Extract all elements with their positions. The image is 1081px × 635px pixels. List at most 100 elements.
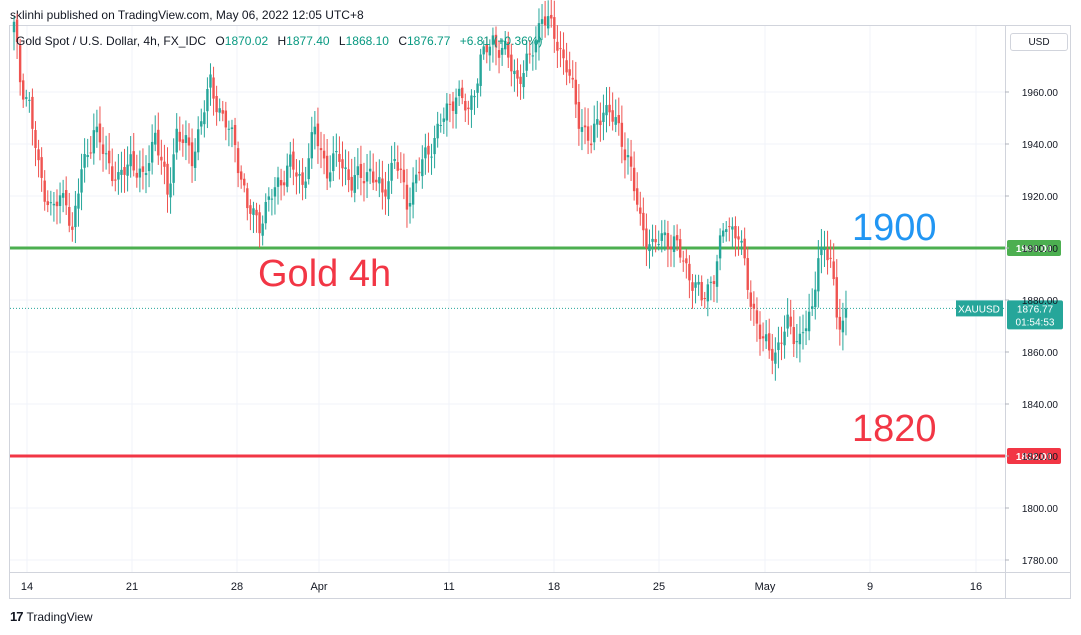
price-tick-label: 1860.00: [1022, 348, 1059, 359]
candle-body: [393, 159, 396, 161]
candle-body: [519, 76, 522, 85]
price-tag-bg: [1007, 300, 1063, 330]
time-tick-label: 28: [231, 581, 243, 593]
candle-body: [286, 165, 289, 187]
candle-body: [147, 163, 151, 172]
candle-body: [672, 236, 676, 253]
candle-body: [169, 183, 172, 198]
candle-body: [273, 187, 277, 197]
candle-body: [28, 99, 31, 101]
candle-body: [154, 132, 157, 145]
candle-body: [98, 123, 102, 143]
candle-body: [193, 151, 197, 168]
candle-body: [424, 147, 427, 159]
candle-body: [507, 42, 510, 58]
candle-body: [783, 331, 786, 346]
candle-body: [553, 17, 556, 39]
time-tick-label: 9: [867, 581, 873, 593]
price-tick-label: 1920.00: [1022, 192, 1059, 203]
candle-body: [436, 123, 439, 139]
candle-body: [301, 172, 304, 185]
candle-body: [80, 169, 83, 193]
candle-body: [356, 166, 360, 176]
candle-body: [608, 104, 611, 113]
candle-body: [86, 154, 89, 158]
candle-body: [771, 348, 774, 361]
candle-body: [565, 60, 568, 73]
candle-body: [712, 281, 716, 285]
candle-body: [111, 166, 114, 182]
candle-body: [525, 53, 528, 71]
candle-body: [645, 228, 648, 248]
candle-body: [768, 333, 771, 351]
candle-body: [55, 201, 59, 207]
candle-body: [365, 172, 369, 182]
candle-body: [540, 19, 544, 24]
candles: [12, 0, 848, 381]
candle-body: [448, 103, 452, 105]
candle-body: [261, 223, 264, 236]
time-tick-label: 21: [126, 581, 138, 593]
price-tick-label: 1800.00: [1022, 504, 1059, 515]
candle-body: [95, 126, 99, 133]
candle-body: [626, 155, 630, 158]
candle-body: [304, 181, 307, 188]
candle-body: [589, 143, 593, 146]
candle-body: [789, 316, 792, 327]
published-header: sklinhi published on TradingView.com, Ma…: [10, 8, 364, 22]
candle-body: [485, 44, 488, 53]
candle-body: [445, 103, 449, 121]
candle-body: [534, 40, 538, 53]
candle-body: [721, 230, 725, 237]
candle-body: [249, 205, 252, 214]
time-tick-label: 14: [21, 581, 33, 593]
candle-body: [255, 209, 258, 216]
candle-body: [761, 336, 765, 339]
candle-body: [675, 235, 679, 241]
candle-body: [362, 181, 366, 184]
candle-body: [359, 163, 363, 178]
price-tag-countdown: 01:54:53: [1016, 317, 1055, 328]
candle-body: [77, 193, 80, 209]
candle-body: [599, 120, 602, 126]
candle-body: [586, 126, 590, 141]
candle-body: [682, 260, 685, 262]
candle-body: [200, 121, 203, 127]
candle-body: [737, 236, 740, 240]
tradingview-logo-icon[interactable]: 17: [10, 609, 24, 624]
candle-body: [187, 137, 191, 146]
candle-body: [497, 50, 501, 58]
candle-body: [310, 132, 313, 159]
candle-body: [804, 328, 808, 332]
time-tick-label: 18: [548, 581, 560, 593]
candle-body: [276, 177, 280, 187]
close-value: 1876.77: [407, 34, 451, 48]
candle-body: [92, 130, 96, 154]
candle-body: [537, 23, 541, 43]
low-label: L: [338, 34, 346, 48]
candle-body: [298, 174, 301, 176]
candle-body: [427, 145, 430, 155]
high-value: 1877.40: [286, 34, 330, 48]
candle-body: [101, 144, 105, 154]
candle-body: [801, 332, 805, 334]
candle-body: [531, 55, 535, 57]
candle-body: [233, 124, 237, 146]
ohlc-legend: Gold Spot / U.S. Dollar, 4h, FX_IDC O187…: [16, 34, 542, 48]
time-tick-label: 25: [653, 581, 665, 593]
price-tick-label: 1900.00: [1022, 244, 1059, 255]
candle-body: [120, 169, 123, 175]
candle-body: [190, 142, 194, 167]
candle-body: [114, 179, 117, 181]
candle-body: [829, 257, 832, 259]
candle-body: [350, 176, 353, 191]
candle-body: [433, 138, 436, 155]
candle-body: [764, 334, 768, 342]
candle-body: [402, 169, 406, 183]
candle-body: [172, 154, 175, 183]
candle-body: [264, 201, 267, 224]
candle-body: [593, 123, 596, 143]
currency-button[interactable]: USD: [1010, 33, 1068, 51]
footer-brand[interactable]: TradingView: [26, 609, 93, 624]
